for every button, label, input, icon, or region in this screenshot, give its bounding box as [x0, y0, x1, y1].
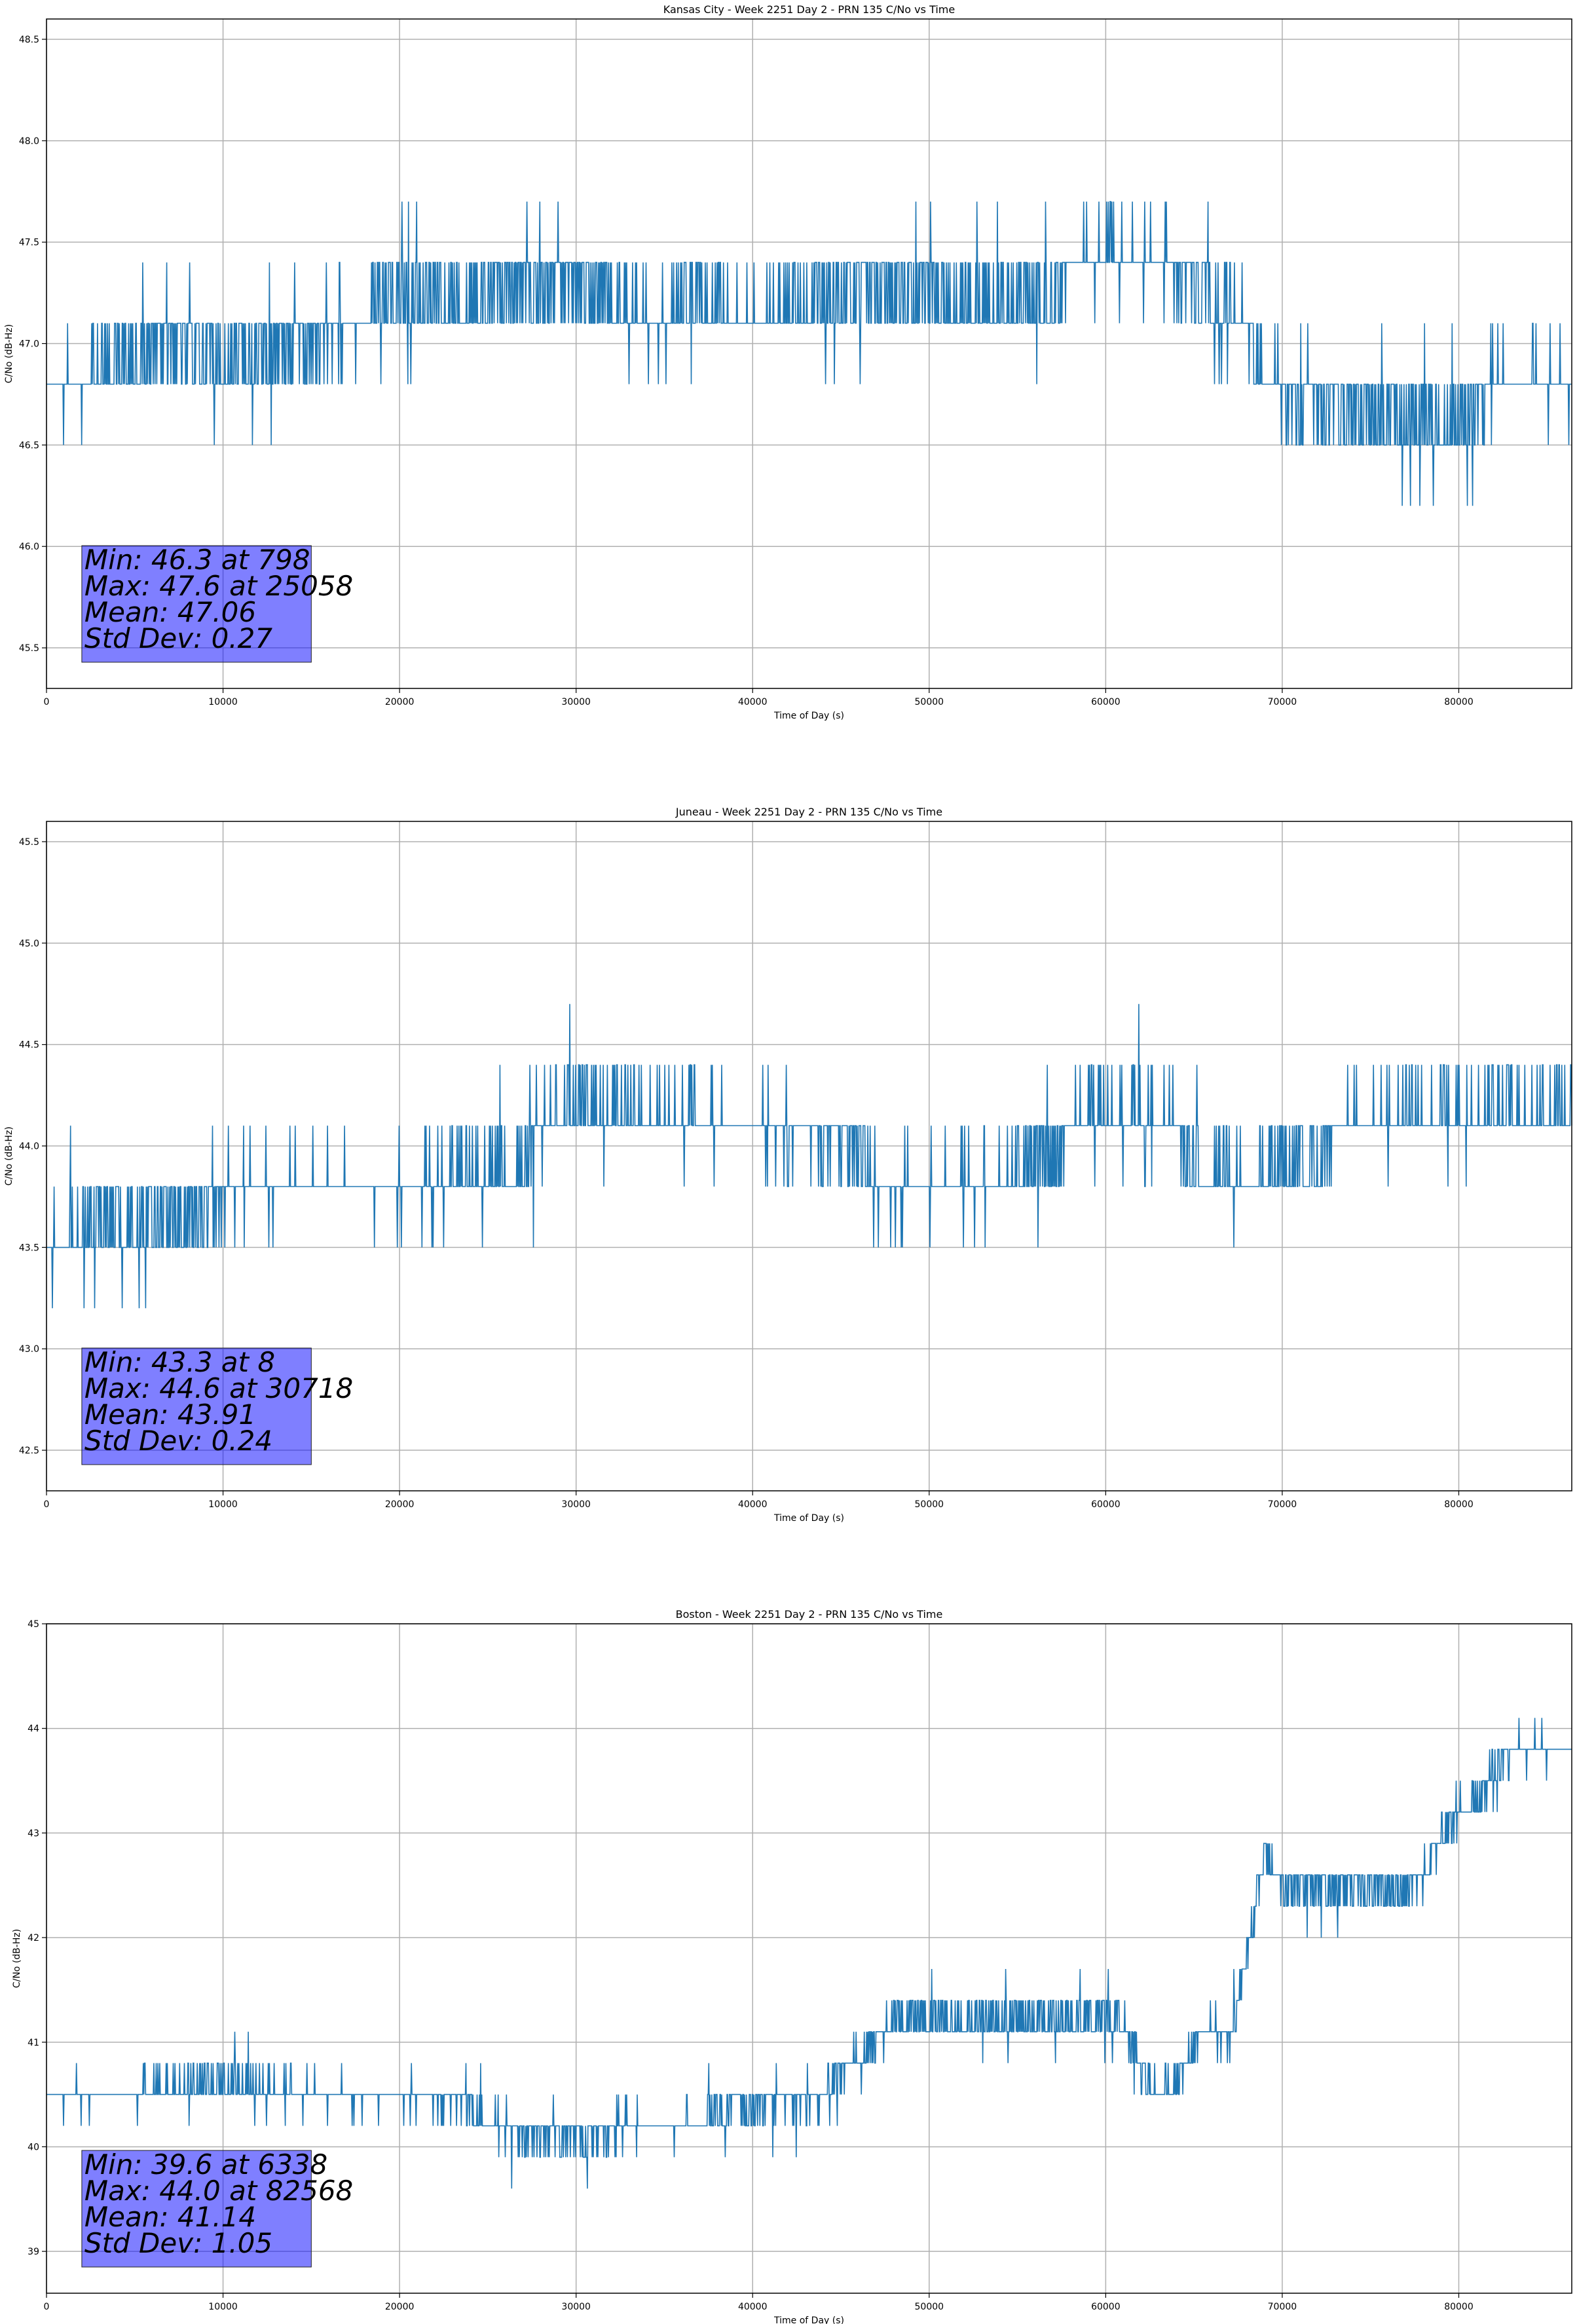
- y-tick-label: 40: [28, 2142, 39, 2152]
- x-axis-label: Time of Day (s): [773, 1513, 844, 1524]
- y-axis-label: C/No (dB-Hz): [4, 1127, 14, 1186]
- x-tick-label: 20000: [385, 2302, 415, 2312]
- stats-box: [81, 1347, 312, 1465]
- x-tick-label: 50000: [915, 697, 944, 707]
- x-tick-label: 70000: [1268, 1499, 1297, 1510]
- x-tick-label: 0: [44, 1499, 50, 1510]
- stats-line: Std Dev: 0.27: [84, 622, 272, 654]
- x-axis-label: Time of Day (s): [773, 2315, 844, 2324]
- x-tick-label: 80000: [1444, 1499, 1474, 1510]
- y-tick-label: 43.0: [19, 1344, 39, 1355]
- x-tick-label: 80000: [1444, 2302, 1474, 2312]
- x-tick-label: 50000: [915, 2302, 944, 2312]
- y-tick-label: 44.0: [19, 1142, 39, 1152]
- chart-2: 0 10000 20000 30000 40000 50000 60000 70000 8000…: [12, 1608, 1572, 2324]
- chart-1: 0 10000 20000 30000 40000 50000 60000 70000 8000…: [4, 806, 1572, 1524]
- y-tick-label: 48.0: [19, 136, 39, 147]
- x-tick-label: 20000: [385, 697, 415, 707]
- stats-box: [81, 2150, 312, 2268]
- y-axis-label: C/No (dB-Hz): [4, 324, 14, 383]
- y-tick-label: 45.5: [19, 837, 39, 848]
- y-tick-label: 41: [28, 2038, 39, 2048]
- y-tick-label: 45: [28, 1619, 39, 1630]
- axes-frame: [46, 821, 1572, 1491]
- y-tick-label: 44: [28, 1724, 39, 1734]
- y-tick-label: 47.5: [19, 238, 39, 248]
- y-tick-label: 45.5: [19, 643, 39, 654]
- y-tick-label: 39: [28, 2247, 39, 2257]
- stats-line: Max: 44.6 at 30718: [84, 1372, 353, 1404]
- y-tick-label: 42.5: [19, 1446, 39, 1456]
- stats-line: Mean: 47.06: [84, 596, 256, 628]
- x-tick-label: 70000: [1268, 697, 1297, 707]
- y-tick-label: 47.0: [19, 339, 39, 350]
- stats-line: Mean: 43.91: [84, 1398, 256, 1431]
- stats-line: Max: 47.6 at 25058: [84, 570, 353, 602]
- stats-line: Std Dev: 1.05: [84, 2227, 272, 2259]
- x-tick-label: 60000: [1091, 2302, 1121, 2312]
- stats-line: Mean: 41.14: [84, 2201, 256, 2233]
- y-tick-label: 46.5: [19, 440, 39, 451]
- y-tick-label: 43.5: [19, 1243, 39, 1253]
- stats-box: [81, 545, 312, 663]
- stats-line: Min: 43.3 at 8: [84, 1346, 275, 1378]
- y-tick-label: 44.5: [19, 1040, 39, 1051]
- x-tick-label: 0: [44, 697, 50, 707]
- y-tick-label: 48.5: [19, 35, 39, 45]
- x-tick-label: 10000: [208, 697, 238, 707]
- x-tick-label: 30000: [561, 697, 591, 707]
- data-line: [46, 1717, 1572, 2189]
- x-tick-label: 10000: [208, 1499, 238, 1510]
- axes-frame: [46, 1623, 1572, 2294]
- y-tick-label: 45.0: [19, 939, 39, 949]
- x-tick-label: 40000: [738, 2302, 768, 2312]
- data-line: [46, 1003, 1572, 1309]
- x-tick-label: 20000: [385, 1499, 415, 1510]
- chart-title: Kansas City - Week 2251 Day 2 - PRN 135 …: [663, 3, 955, 16]
- x-tick-label: 50000: [915, 1499, 944, 1510]
- y-axis-label: C/No (dB-Hz): [12, 1929, 22, 1988]
- x-tick-label: 60000: [1091, 1499, 1121, 1510]
- stats-line: Max: 44.0 at 82568: [84, 2175, 353, 2207]
- x-tick-label: 40000: [738, 1499, 768, 1510]
- chart-title: Boston - Week 2251 Day 2 - PRN 135 C/No …: [676, 1608, 943, 1621]
- y-tick-label: 42: [28, 1933, 39, 1943]
- x-tick-label: 0: [44, 2302, 50, 2312]
- x-tick-label: 60000: [1091, 697, 1121, 707]
- stats-line: Std Dev: 0.24: [84, 1425, 272, 1457]
- y-tick-label: 43: [28, 1828, 39, 1839]
- axes-frame: [46, 18, 1572, 689]
- x-tick-label: 40000: [738, 697, 768, 707]
- x-tick-label: 30000: [561, 1499, 591, 1510]
- y-tick-label: 46.0: [19, 542, 39, 552]
- x-axis-label: Time of Day (s): [773, 711, 844, 721]
- stats-line: Min: 39.6 at 6338: [84, 2148, 327, 2181]
- data-line: [46, 200, 1572, 506]
- chart-title: Juneau - Week 2251 Day 2 - PRN 135 C/No …: [675, 806, 942, 818]
- stats-line: Min: 46.3 at 798: [84, 544, 310, 576]
- x-tick-label: 10000: [208, 2302, 238, 2312]
- chart-0: 0 10000 20000 30000 40000 50000 60000 70000 8000…: [4, 3, 1572, 721]
- x-tick-label: 30000: [561, 2302, 591, 2312]
- x-tick-label: 80000: [1444, 697, 1474, 707]
- x-tick-label: 70000: [1268, 2302, 1297, 2312]
